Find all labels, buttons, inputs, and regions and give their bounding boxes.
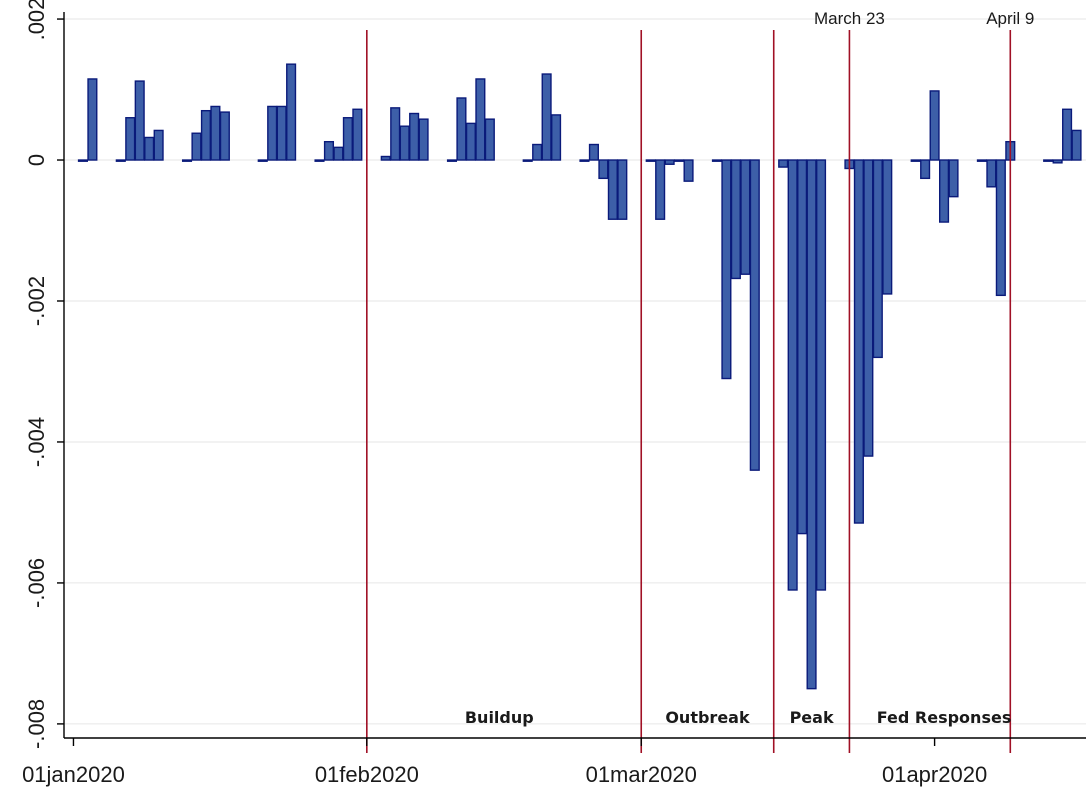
bar bbox=[87, 78, 98, 161]
bar bbox=[446, 159, 458, 162]
bar-series bbox=[77, 63, 1082, 690]
bar bbox=[607, 159, 618, 220]
x-tick-label: 01apr2020 bbox=[882, 762, 987, 787]
period-label: Peak bbox=[790, 708, 834, 727]
bar bbox=[276, 105, 287, 161]
bar bbox=[551, 114, 562, 161]
bar bbox=[532, 143, 543, 161]
bar bbox=[740, 159, 751, 275]
period-label: Fed Responses bbox=[877, 708, 1012, 727]
bar bbox=[749, 159, 760, 471]
bar bbox=[730, 159, 741, 280]
bar bbox=[1062, 108, 1073, 161]
bar bbox=[333, 146, 344, 161]
bar bbox=[181, 159, 193, 162]
bar bbox=[1052, 159, 1063, 164]
y-tick-label: 0 bbox=[24, 154, 49, 166]
bar bbox=[664, 159, 675, 165]
y-tick-label: -.006 bbox=[24, 558, 49, 608]
bar bbox=[579, 159, 590, 162]
bar bbox=[797, 159, 808, 535]
bar bbox=[541, 73, 552, 161]
bar bbox=[882, 159, 893, 295]
bar bbox=[323, 140, 335, 161]
bar bbox=[418, 118, 429, 161]
axes bbox=[63, 12, 1086, 739]
period-label: Buildup bbox=[465, 708, 534, 727]
event-lines: March 23 April 9 bbox=[366, 9, 1034, 753]
x-axis-ticks: 01jan2020 01feb2020 01mar2020 01apr2020 bbox=[22, 738, 987, 787]
event-label: March 23 bbox=[814, 9, 885, 28]
bar bbox=[872, 159, 883, 359]
bar bbox=[380, 155, 391, 161]
y-tick-label: -.008 bbox=[24, 699, 49, 749]
bar bbox=[948, 159, 959, 198]
bar bbox=[342, 117, 353, 161]
bar bbox=[522, 159, 533, 162]
bar bbox=[1071, 129, 1082, 161]
bar bbox=[210, 105, 221, 161]
bar bbox=[475, 78, 486, 161]
bar bbox=[200, 109, 211, 161]
event-label: April 9 bbox=[986, 9, 1034, 28]
bar bbox=[456, 97, 467, 161]
bar bbox=[645, 159, 656, 162]
bar bbox=[115, 159, 126, 162]
bar bbox=[683, 159, 694, 182]
bar bbox=[134, 80, 145, 161]
bar bbox=[598, 159, 609, 180]
y-tick-label: .002 bbox=[24, 0, 49, 40]
y-tick-label: -.002 bbox=[24, 276, 49, 326]
bar bbox=[191, 132, 202, 161]
bar bbox=[778, 159, 789, 168]
bar bbox=[995, 159, 1006, 297]
bar bbox=[399, 125, 410, 161]
bar bbox=[674, 159, 685, 162]
bar bbox=[806, 159, 817, 690]
bar bbox=[144, 136, 155, 161]
bar bbox=[484, 118, 495, 161]
bar bbox=[1043, 159, 1054, 162]
bar bbox=[286, 63, 297, 161]
bar bbox=[314, 159, 325, 162]
bar bbox=[863, 159, 874, 457]
y-tick-label: -.004 bbox=[24, 417, 49, 467]
bar bbox=[352, 108, 363, 161]
bar bbox=[153, 129, 164, 161]
bar bbox=[815, 159, 827, 591]
x-tick-label: 01feb2020 bbox=[315, 762, 419, 787]
bar bbox=[711, 159, 723, 162]
bar bbox=[390, 107, 401, 161]
bar bbox=[853, 159, 864, 524]
period-labels: Buildup Outbreak Peak Fed Responses bbox=[465, 708, 1011, 727]
period-label: Outbreak bbox=[665, 708, 750, 727]
bar bbox=[910, 159, 921, 162]
bar bbox=[617, 159, 628, 220]
bar bbox=[787, 159, 798, 591]
bar bbox=[257, 159, 268, 162]
bar bbox=[588, 143, 599, 161]
bar bbox=[939, 159, 950, 223]
bar bbox=[920, 159, 931, 180]
bar bbox=[986, 159, 997, 188]
x-tick-label: 01mar2020 bbox=[586, 762, 697, 787]
bar bbox=[409, 112, 420, 161]
bar bbox=[267, 105, 278, 161]
bar bbox=[77, 159, 88, 162]
bar bbox=[465, 122, 476, 161]
bar bbox=[976, 159, 987, 162]
bar bbox=[125, 117, 136, 161]
bar bbox=[721, 159, 732, 380]
bar bbox=[655, 159, 666, 220]
bar bbox=[219, 111, 230, 161]
y-axis-ticks: .002 0 -.002 -.004 -.006 -.008 bbox=[24, 0, 64, 749]
bar bbox=[929, 90, 940, 161]
x-tick-label: 01jan2020 bbox=[22, 762, 125, 787]
gridlines bbox=[64, 18, 1086, 725]
